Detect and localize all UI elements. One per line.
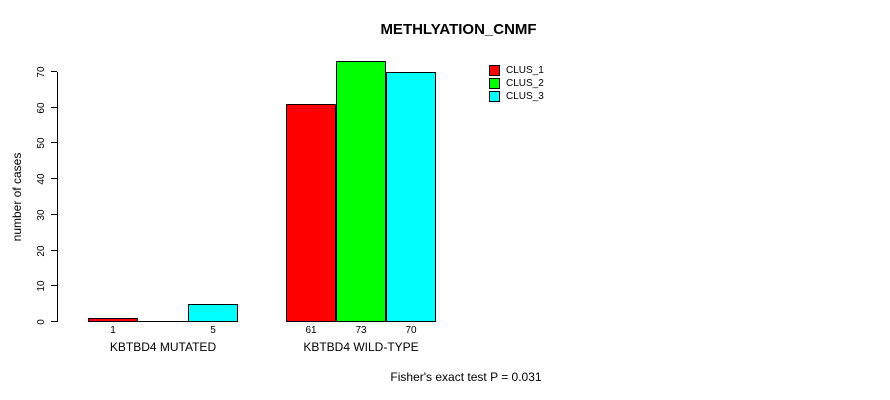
bar-clus_2 bbox=[138, 321, 188, 322]
bar-clus_3 bbox=[386, 72, 436, 322]
legend-label: CLUS_3 bbox=[506, 90, 544, 102]
y-axis-tick-label: 10 bbox=[36, 280, 47, 292]
y-axis-tick bbox=[51, 71, 57, 72]
y-axis-tick bbox=[51, 285, 57, 286]
bar-clus_3 bbox=[188, 304, 238, 322]
y-axis-tick-label: 40 bbox=[36, 173, 47, 185]
y-axis-tick bbox=[51, 321, 57, 322]
legend-swatch bbox=[489, 78, 500, 89]
y-axis-tick bbox=[51, 214, 57, 215]
bar-clus_1 bbox=[286, 104, 336, 322]
y-axis-line bbox=[57, 72, 58, 322]
y-axis-tick bbox=[51, 107, 57, 108]
y-axis-tick bbox=[51, 178, 57, 179]
chart-title: METHLYATION_CNMF bbox=[380, 21, 537, 38]
legend-swatch bbox=[489, 91, 500, 102]
y-axis-tick-label: 0 bbox=[36, 319, 47, 325]
y-axis-tick bbox=[51, 250, 57, 251]
bar-value-label: 5 bbox=[210, 325, 216, 336]
y-axis-tick-label: 30 bbox=[36, 209, 47, 221]
legend-label: CLUS_2 bbox=[506, 77, 544, 89]
group-label: KBTBD4 MUTATED bbox=[109, 340, 217, 354]
legend-label: CLUS_1 bbox=[506, 64, 544, 76]
bar-value-label: 73 bbox=[355, 325, 367, 336]
y-axis-tick-label: 20 bbox=[36, 245, 47, 257]
bar-clus_2 bbox=[336, 61, 386, 322]
bar-value-label: 1 bbox=[110, 325, 116, 336]
y-axis-label: number of cases bbox=[10, 152, 24, 242]
annotation-text: Fisher's exact test P = 0.031 bbox=[390, 370, 542, 384]
legend-item: CLUS_1 bbox=[489, 64, 544, 77]
group-label: KBTBD4 WILD-TYPE bbox=[303, 340, 419, 354]
legend-item: CLUS_3 bbox=[489, 90, 544, 103]
legend-swatch bbox=[489, 65, 500, 76]
bar-value-label: 70 bbox=[405, 325, 417, 336]
y-axis-tick bbox=[51, 142, 57, 143]
bar-clus_1 bbox=[88, 318, 138, 322]
y-axis-tick-label: 60 bbox=[36, 102, 47, 114]
bar-value-label: 61 bbox=[305, 325, 317, 336]
y-axis-tick-label: 50 bbox=[36, 137, 47, 149]
y-axis-tick-label: 70 bbox=[36, 66, 47, 78]
legend-item: CLUS_2 bbox=[489, 77, 544, 90]
